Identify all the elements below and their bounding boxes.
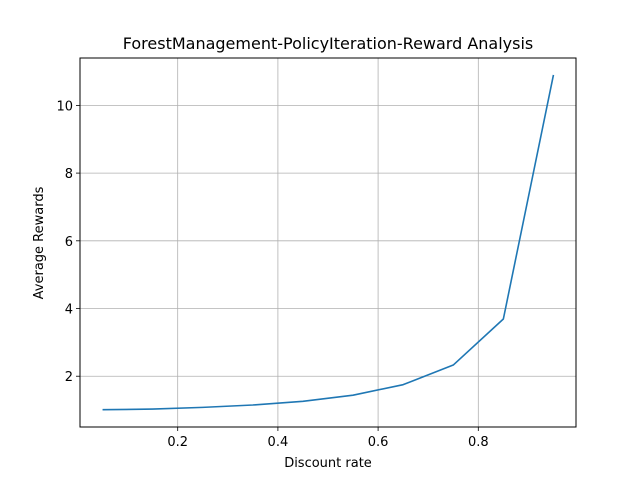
y-tick-label: 10: [56, 99, 73, 114]
x-axis-ticks: 0.2 0.4 0.6 0.8: [167, 427, 489, 450]
x-tick-label: 0.4: [268, 435, 289, 450]
y-tick-label: 8: [65, 167, 73, 182]
plot-frame: [79, 57, 577, 428]
series-layer: [102, 74, 555, 411]
series-line: [102, 74, 555, 411]
x-tick-label: 0.2: [167, 435, 188, 450]
grid: [80, 58, 576, 427]
x-tick-label: 0.6: [368, 435, 389, 450]
y-tick-label: 6: [65, 235, 73, 250]
y-tick-label: 2: [65, 370, 73, 385]
chart-title: ForestManagement-PolicyIteration-Reward …: [123, 34, 534, 53]
y-axis-ticks: 2 4 6 8 10: [56, 99, 80, 385]
x-tick-label: 0.8: [468, 435, 489, 450]
y-axis-label: Average Rewards: [32, 186, 47, 299]
y-tick-label: 4: [65, 303, 73, 318]
x-axis-label: Discount rate: [284, 456, 372, 471]
